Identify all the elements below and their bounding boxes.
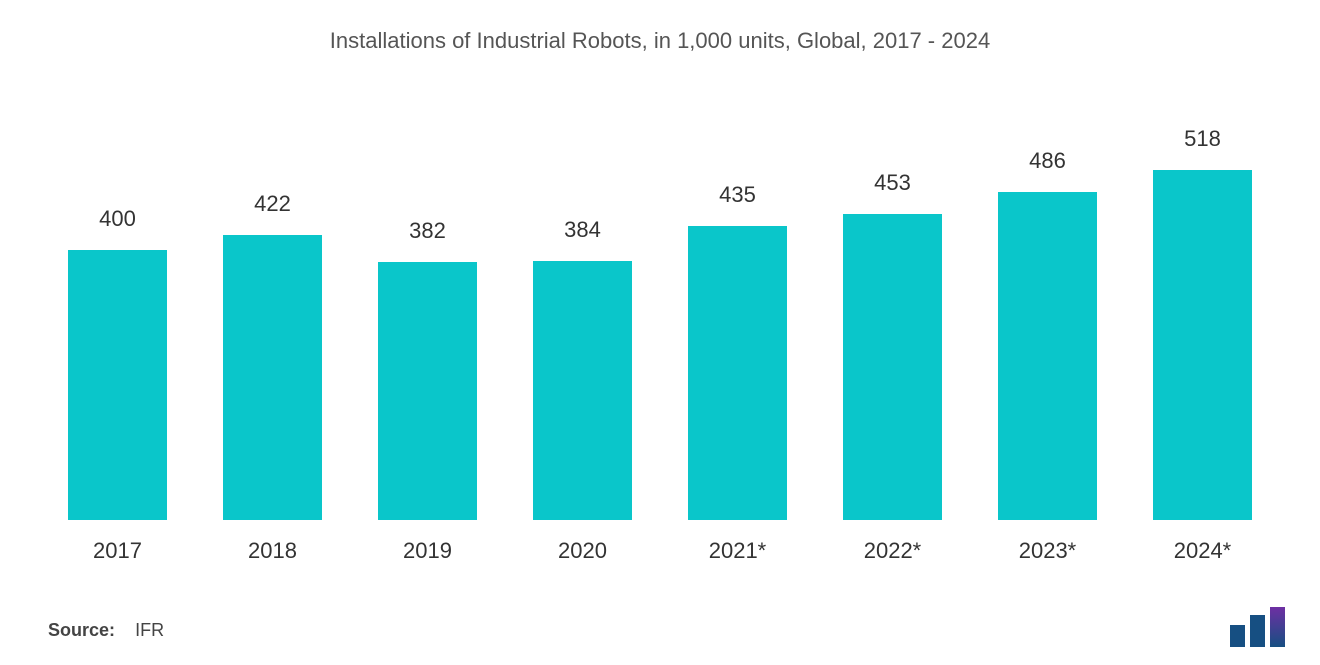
bar-value-label: 384 xyxy=(564,217,601,243)
chart-root: Installations of Industrial Robots, in 1… xyxy=(0,0,1320,665)
bar-column: 4002017 xyxy=(40,170,195,520)
bar-category-label: 2018 xyxy=(248,538,297,564)
bar-category-label: 2021* xyxy=(709,538,767,564)
bar-value-label: 382 xyxy=(409,218,446,244)
bar xyxy=(998,192,1097,520)
bar-category-label: 2024* xyxy=(1174,538,1232,564)
bar-category-label: 2023* xyxy=(1019,538,1077,564)
bar-column: 5182024* xyxy=(1125,170,1280,520)
brand-logo-icon xyxy=(1228,607,1290,647)
bar-value-label: 453 xyxy=(874,170,911,196)
bar-column: 4222018 xyxy=(195,170,350,520)
bar-category-label: 2022* xyxy=(864,538,922,564)
source-line: Source: IFR xyxy=(48,620,164,641)
bar xyxy=(1153,170,1252,520)
bar-value-label: 518 xyxy=(1184,126,1221,152)
bar-value-label: 486 xyxy=(1029,148,1066,174)
source-label: Source: xyxy=(48,620,115,640)
bar-category-label: 2020 xyxy=(558,538,607,564)
bar xyxy=(843,214,942,520)
bar xyxy=(688,226,787,520)
bar xyxy=(223,235,322,520)
bar-column: 4862023* xyxy=(970,170,1125,520)
bar xyxy=(378,262,477,520)
bar-value-label: 400 xyxy=(99,206,136,232)
bar-category-label: 2017 xyxy=(93,538,142,564)
bar-category-label: 2019 xyxy=(403,538,452,564)
bar-value-label: 435 xyxy=(719,182,756,208)
chart-title: Installations of Industrial Robots, in 1… xyxy=(0,28,1320,54)
bar-column: 4352021* xyxy=(660,170,815,520)
bar-column: 3842020 xyxy=(505,170,660,520)
plot-area: 40020174222018382201938420204352021*4532… xyxy=(40,170,1280,520)
bar xyxy=(68,250,167,520)
bar-value-label: 422 xyxy=(254,191,291,217)
bar xyxy=(533,261,632,520)
bar-column: 3822019 xyxy=(350,170,505,520)
bar-column: 4532022* xyxy=(815,170,970,520)
source-text: IFR xyxy=(135,620,164,640)
